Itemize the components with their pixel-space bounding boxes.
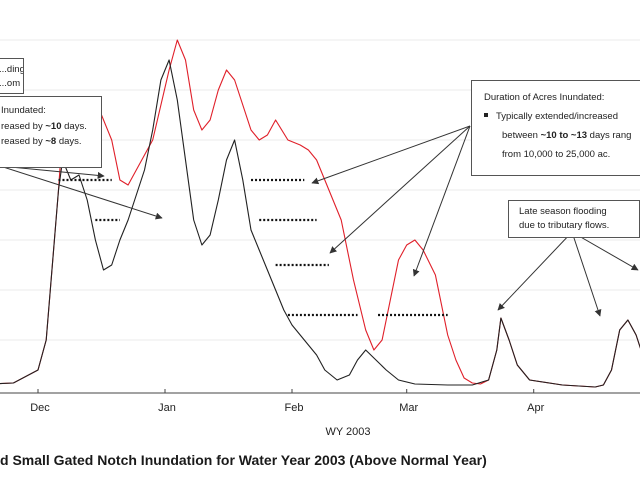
top-left-box: ...ding ...om [0,58,24,94]
late-box-line-2: due to tributary flows. [519,219,610,231]
left-box-line-1: reased by ~10 days. [1,120,87,132]
figure-caption: d Small Gated Notch Inundation for Water… [0,452,487,468]
x-tick-label: Jan [158,402,176,414]
right-box-line-2: between ~10 to ~13 days rang [502,130,632,141]
annotation-arrow [571,231,602,317]
left-box-line-2: reased by ~8 days. [1,136,82,148]
top-left-line-1: ...ding [0,64,24,75]
x-axis-label: WY 2003 [325,426,370,438]
late-box-line-1: Late season flooding [519,206,607,217]
right-box-line-3: from 10,000 to 25,000 ac. [502,149,611,160]
x-tick-label: Dec [30,402,50,414]
x-axis-ticks: Dec Jan Feb Mar Apr [30,389,545,414]
x-tick-label: Mar [399,402,418,414]
annotation-arrow [571,231,639,271]
x-tick-label: Feb [285,402,304,414]
right-box-line-1: Typically extended/increased [478,107,640,126]
gridlines [0,39,640,341]
right-box-title: Duration of Acres Inundated: [484,92,605,103]
series-layer [0,39,640,388]
x-tick-label: Apr [527,402,544,414]
annotation-arrow [497,231,573,311]
duration-markers [58,178,448,317]
late-season-box: Late season flooding due to tributary fl… [508,200,640,238]
annotation-arrow [329,125,471,254]
annotation-arrow [412,125,471,277]
left-annotation-box: Inundated: reased by ~10 days. reased by… [0,96,102,168]
top-left-line-2: ...om [0,77,21,89]
left-box-title: Inundated: [1,105,46,116]
annotation-arrow [311,125,471,185]
right-annotation-box: Duration of Acres Inundated: Typically e… [471,80,640,176]
series-line-black [0,59,640,388]
annotation-arrow [0,165,163,220]
bullet-icon [484,113,488,118]
